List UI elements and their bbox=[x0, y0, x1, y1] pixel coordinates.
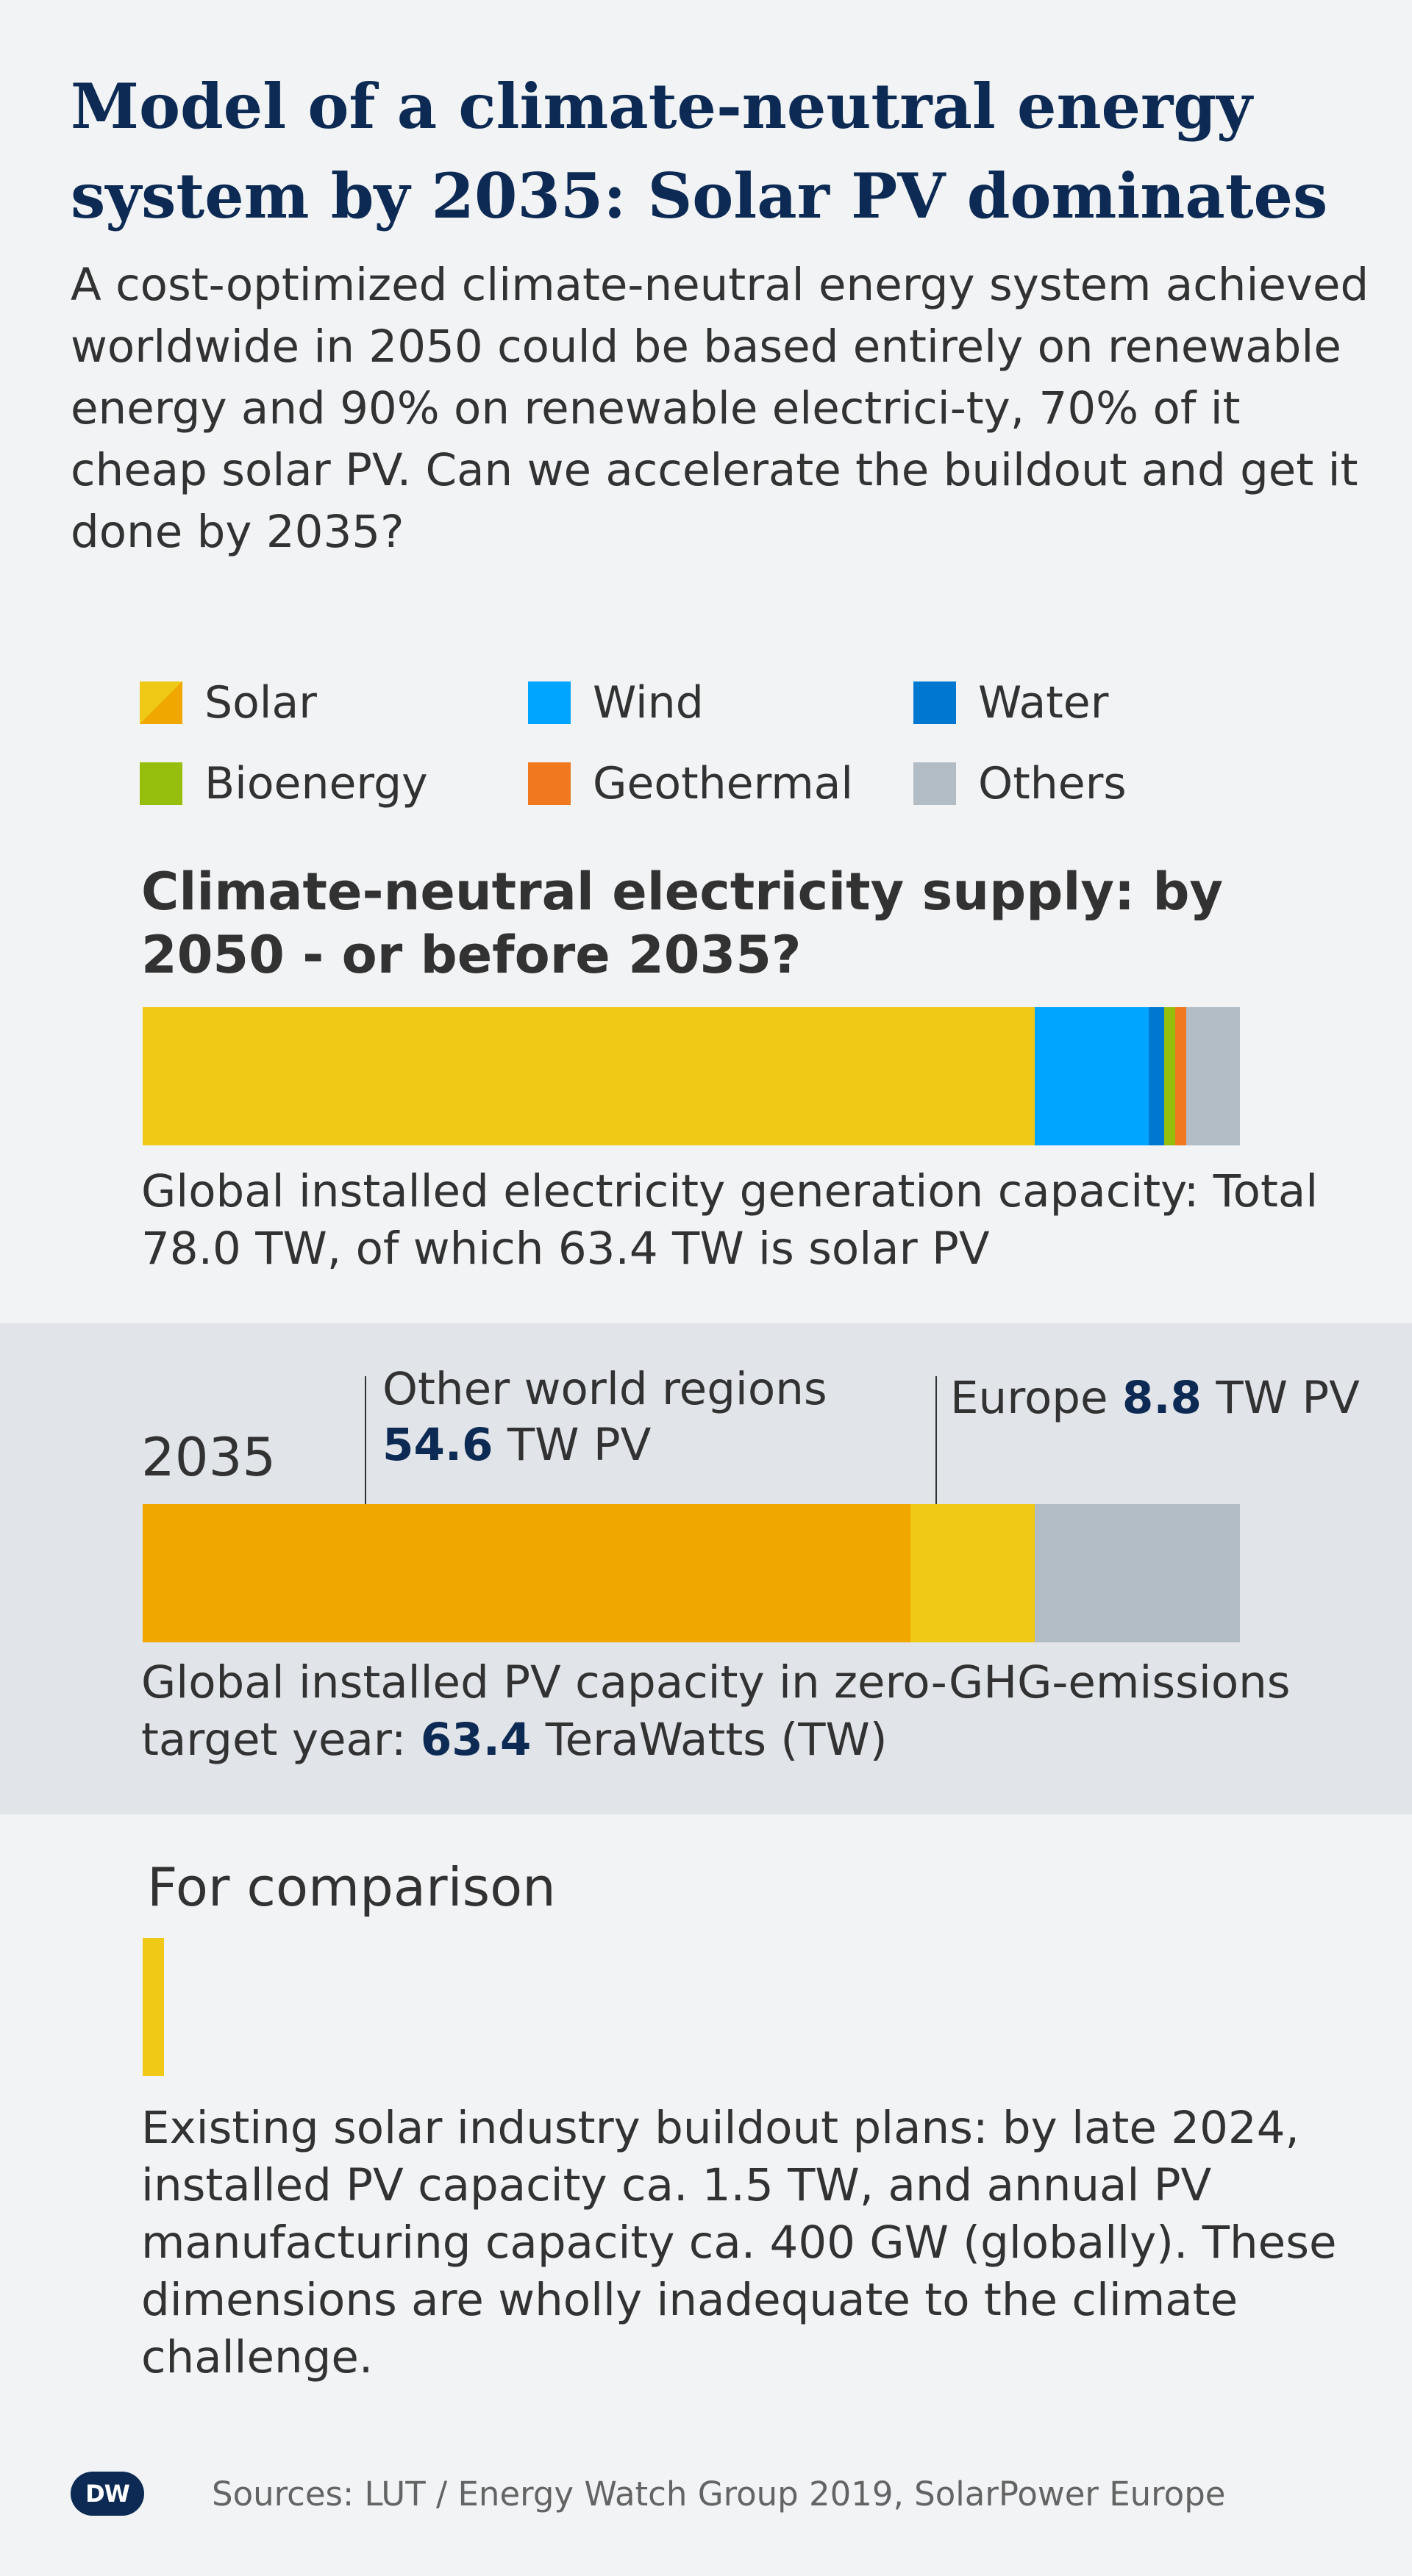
annotation-europe-value: 8.8 bbox=[1122, 1372, 1202, 1424]
bar-segment-bioenergy bbox=[1163, 1007, 1175, 1145]
comparison-bar bbox=[143, 1938, 164, 2076]
bar-segment-solar bbox=[143, 1007, 1035, 1145]
leader-line-other-regions bbox=[365, 1376, 366, 1511]
legend-item-water: Water bbox=[913, 676, 1108, 729]
chart-title: Model of a climate-neutral energy system… bbox=[71, 70, 1328, 232]
legend-label-others: Others bbox=[978, 758, 1127, 809]
bar-segment-others bbox=[1186, 1007, 1240, 1145]
legend-swatch-bioenergy bbox=[140, 762, 182, 805]
legend-label-wind: Wind bbox=[593, 677, 704, 729]
legend-label-geothermal: Geothermal bbox=[593, 758, 854, 809]
sources-text: Sources: LUT / Energy Watch Group 2019, … bbox=[212, 2475, 1226, 2514]
legend-label-water: Water bbox=[978, 677, 1109, 729]
comparison-caption: Existing solar industry buildout plans: … bbox=[141, 2102, 1337, 2383]
bar-segment-water bbox=[1148, 1007, 1164, 1145]
legend-label-solar: Solar bbox=[204, 677, 317, 729]
pv-2035-caption-prefix: Global installed PV capacity in zero-GHG… bbox=[141, 1656, 1291, 1766]
pv-2035-bar bbox=[143, 1504, 1240, 1642]
annotation-other-regions: Other world regions 54.6 TW PV bbox=[382, 1362, 827, 1473]
dw-logo: DW bbox=[71, 2472, 144, 2516]
annotation-europe-unit: TW PV bbox=[1201, 1372, 1360, 1424]
annotation-europe: Europe 8.8 TW PV bbox=[950, 1370, 1360, 1426]
bar-segment-others bbox=[1034, 1504, 1240, 1642]
bar-segment-geothermal bbox=[1174, 1007, 1187, 1145]
legend-swatch-water bbox=[913, 681, 956, 724]
legend-item-geothermal: Geothermal bbox=[528, 757, 853, 810]
legend-label-bioenergy: Bioenergy bbox=[204, 758, 428, 809]
legend-item-wind: Wind bbox=[528, 676, 704, 729]
bar-segment-europe bbox=[910, 1504, 1035, 1642]
year-label: 2035 bbox=[141, 1426, 277, 1488]
electricity-caption: Global installed electricity generation … bbox=[141, 1165, 1319, 1275]
chart-subtitle: A cost-optimized climate-neutral energy … bbox=[71, 259, 1369, 558]
electricity-supply-bar bbox=[143, 1007, 1240, 1145]
legend: Solar Wind Water Bioenergy Geothermal Ot… bbox=[140, 676, 1346, 838]
legend-item-solar: Solar bbox=[140, 676, 317, 729]
legend-swatch-solar bbox=[140, 681, 182, 724]
annotation-other-regions-amount: 54.6 TW PV bbox=[382, 1417, 827, 1473]
legend-swatch-geothermal bbox=[528, 762, 571, 805]
annotation-other-regions-label: Other world regions bbox=[382, 1363, 827, 1415]
bar-segment-wind bbox=[1034, 1007, 1149, 1145]
legend-swatch-others bbox=[913, 762, 956, 805]
annotation-other-regions-unit: TW PV bbox=[493, 1419, 652, 1471]
bar-segment-other-world-regions bbox=[143, 1504, 911, 1642]
annotation-europe-label: Europe bbox=[950, 1372, 1122, 1424]
pv-2035-caption-value: 63.4 bbox=[420, 1714, 532, 1766]
section-title-electricity: Climate-neutral electricity supply: by 2… bbox=[141, 862, 1224, 985]
annotation-other-regions-value: 54.6 bbox=[382, 1419, 493, 1471]
leader-line-europe bbox=[935, 1376, 937, 1511]
legend-swatch-wind bbox=[528, 681, 571, 724]
legend-item-bioenergy: Bioenergy bbox=[140, 757, 428, 810]
pv-2035-caption: Global installed PV capacity in zero-GHG… bbox=[141, 1654, 1347, 1769]
comparison-title: For comparison bbox=[147, 1856, 556, 1918]
pv-2035-caption-suffix: TeraWatts (TW) bbox=[531, 1714, 888, 1766]
legend-item-others: Others bbox=[913, 757, 1127, 810]
